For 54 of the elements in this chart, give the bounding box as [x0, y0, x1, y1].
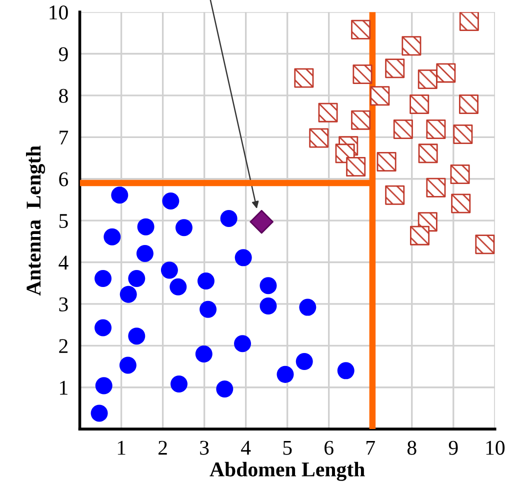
point — [160, 262, 178, 279]
point — [175, 219, 192, 236]
y-tick-label: 9 — [58, 47, 68, 62]
point — [234, 249, 252, 266]
y-tick-label: 1 — [60, 380, 68, 395]
point — [90, 404, 108, 422]
point — [137, 218, 154, 236]
point — [299, 298, 316, 316]
y-tick-label: 10 — [50, 5, 68, 20]
y-tick-label: 2 — [59, 339, 68, 353]
point — [337, 362, 354, 380]
point — [128, 328, 146, 345]
point — [170, 376, 188, 393]
point — [136, 245, 154, 262]
point — [104, 228, 121, 246]
y-tick-label: 6 — [59, 172, 68, 186]
point — [128, 270, 146, 288]
point — [111, 186, 128, 204]
point — [276, 366, 294, 383]
point — [94, 319, 112, 336]
point — [170, 278, 187, 296]
point — [296, 353, 313, 370]
point — [119, 356, 136, 374]
x-tick-label: 1 — [118, 440, 126, 455]
point — [120, 286, 137, 303]
y-tick-label: 7 — [60, 130, 68, 144]
y-axis-title: Antenna Length — [26, 146, 46, 296]
y-tick-label: 3 — [59, 297, 68, 312]
point — [162, 192, 180, 210]
x-tick-label: 5 — [283, 440, 292, 455]
x-tick-label: 6 — [324, 440, 334, 455]
point — [459, 94, 478, 114]
x-axis-title: Abdomen Length — [210, 462, 365, 481]
point — [260, 298, 277, 315]
y-tick-label: 8 — [59, 88, 68, 103]
x-tick-label: 4 — [241, 440, 251, 455]
point — [195, 345, 212, 363]
x-tick-label: 3 — [200, 440, 209, 455]
y-tick-label: 4 — [58, 256, 68, 270]
point — [234, 335, 252, 352]
point — [260, 277, 277, 294]
x-tick-label: 10 — [486, 440, 505, 455]
x-tick-label: 8 — [407, 440, 416, 455]
point — [94, 270, 112, 288]
x-tick-label: 9 — [448, 440, 458, 455]
point — [250, 210, 274, 234]
point — [197, 272, 214, 290]
x-tick-label: 7 — [366, 440, 375, 455]
point — [216, 380, 234, 398]
point — [220, 210, 238, 227]
point — [95, 377, 112, 394]
x-tick-label: 2 — [158, 440, 167, 455]
point — [200, 300, 217, 318]
y-tick-label: 5 — [59, 214, 68, 228]
